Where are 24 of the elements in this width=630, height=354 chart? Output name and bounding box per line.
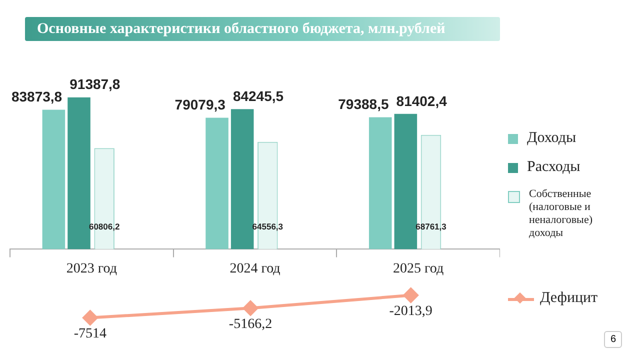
data-label: 79388,5 [338, 96, 389, 112]
bar [68, 97, 90, 250]
data-label: -7514 [74, 326, 107, 342]
data-label: -2013,9 [389, 304, 432, 319]
chart-title: Основные характеристики областного бюджета, млн.рублей [25, 17, 500, 41]
data-label: -5166,2 [228, 316, 272, 332]
x-tick-label: 2024 год [230, 261, 280, 276]
legend-label: Доходы [527, 130, 576, 147]
bar [206, 118, 228, 250]
legend-label: Собственные (налоговые и неналоговые) доходы [529, 188, 594, 240]
bar [368, 117, 392, 250]
bar [230, 109, 254, 250]
data-label: 83873,8 [11, 88, 62, 105]
x-tick-label: 2025 год [393, 261, 444, 276]
data-label: 91387,8 [70, 76, 120, 92]
bar [42, 110, 66, 250]
data-label: 84245,5 [232, 88, 284, 104]
data-label: 79079,3 [174, 96, 226, 113]
bar [394, 114, 418, 250]
text: 6 [604, 331, 622, 348]
legend-label: Расходы [527, 159, 580, 176]
data-label: 81402,4 [396, 92, 448, 109]
legend-label: Дефицит [540, 290, 598, 307]
x-tick-label: 2023 год [66, 261, 117, 276]
